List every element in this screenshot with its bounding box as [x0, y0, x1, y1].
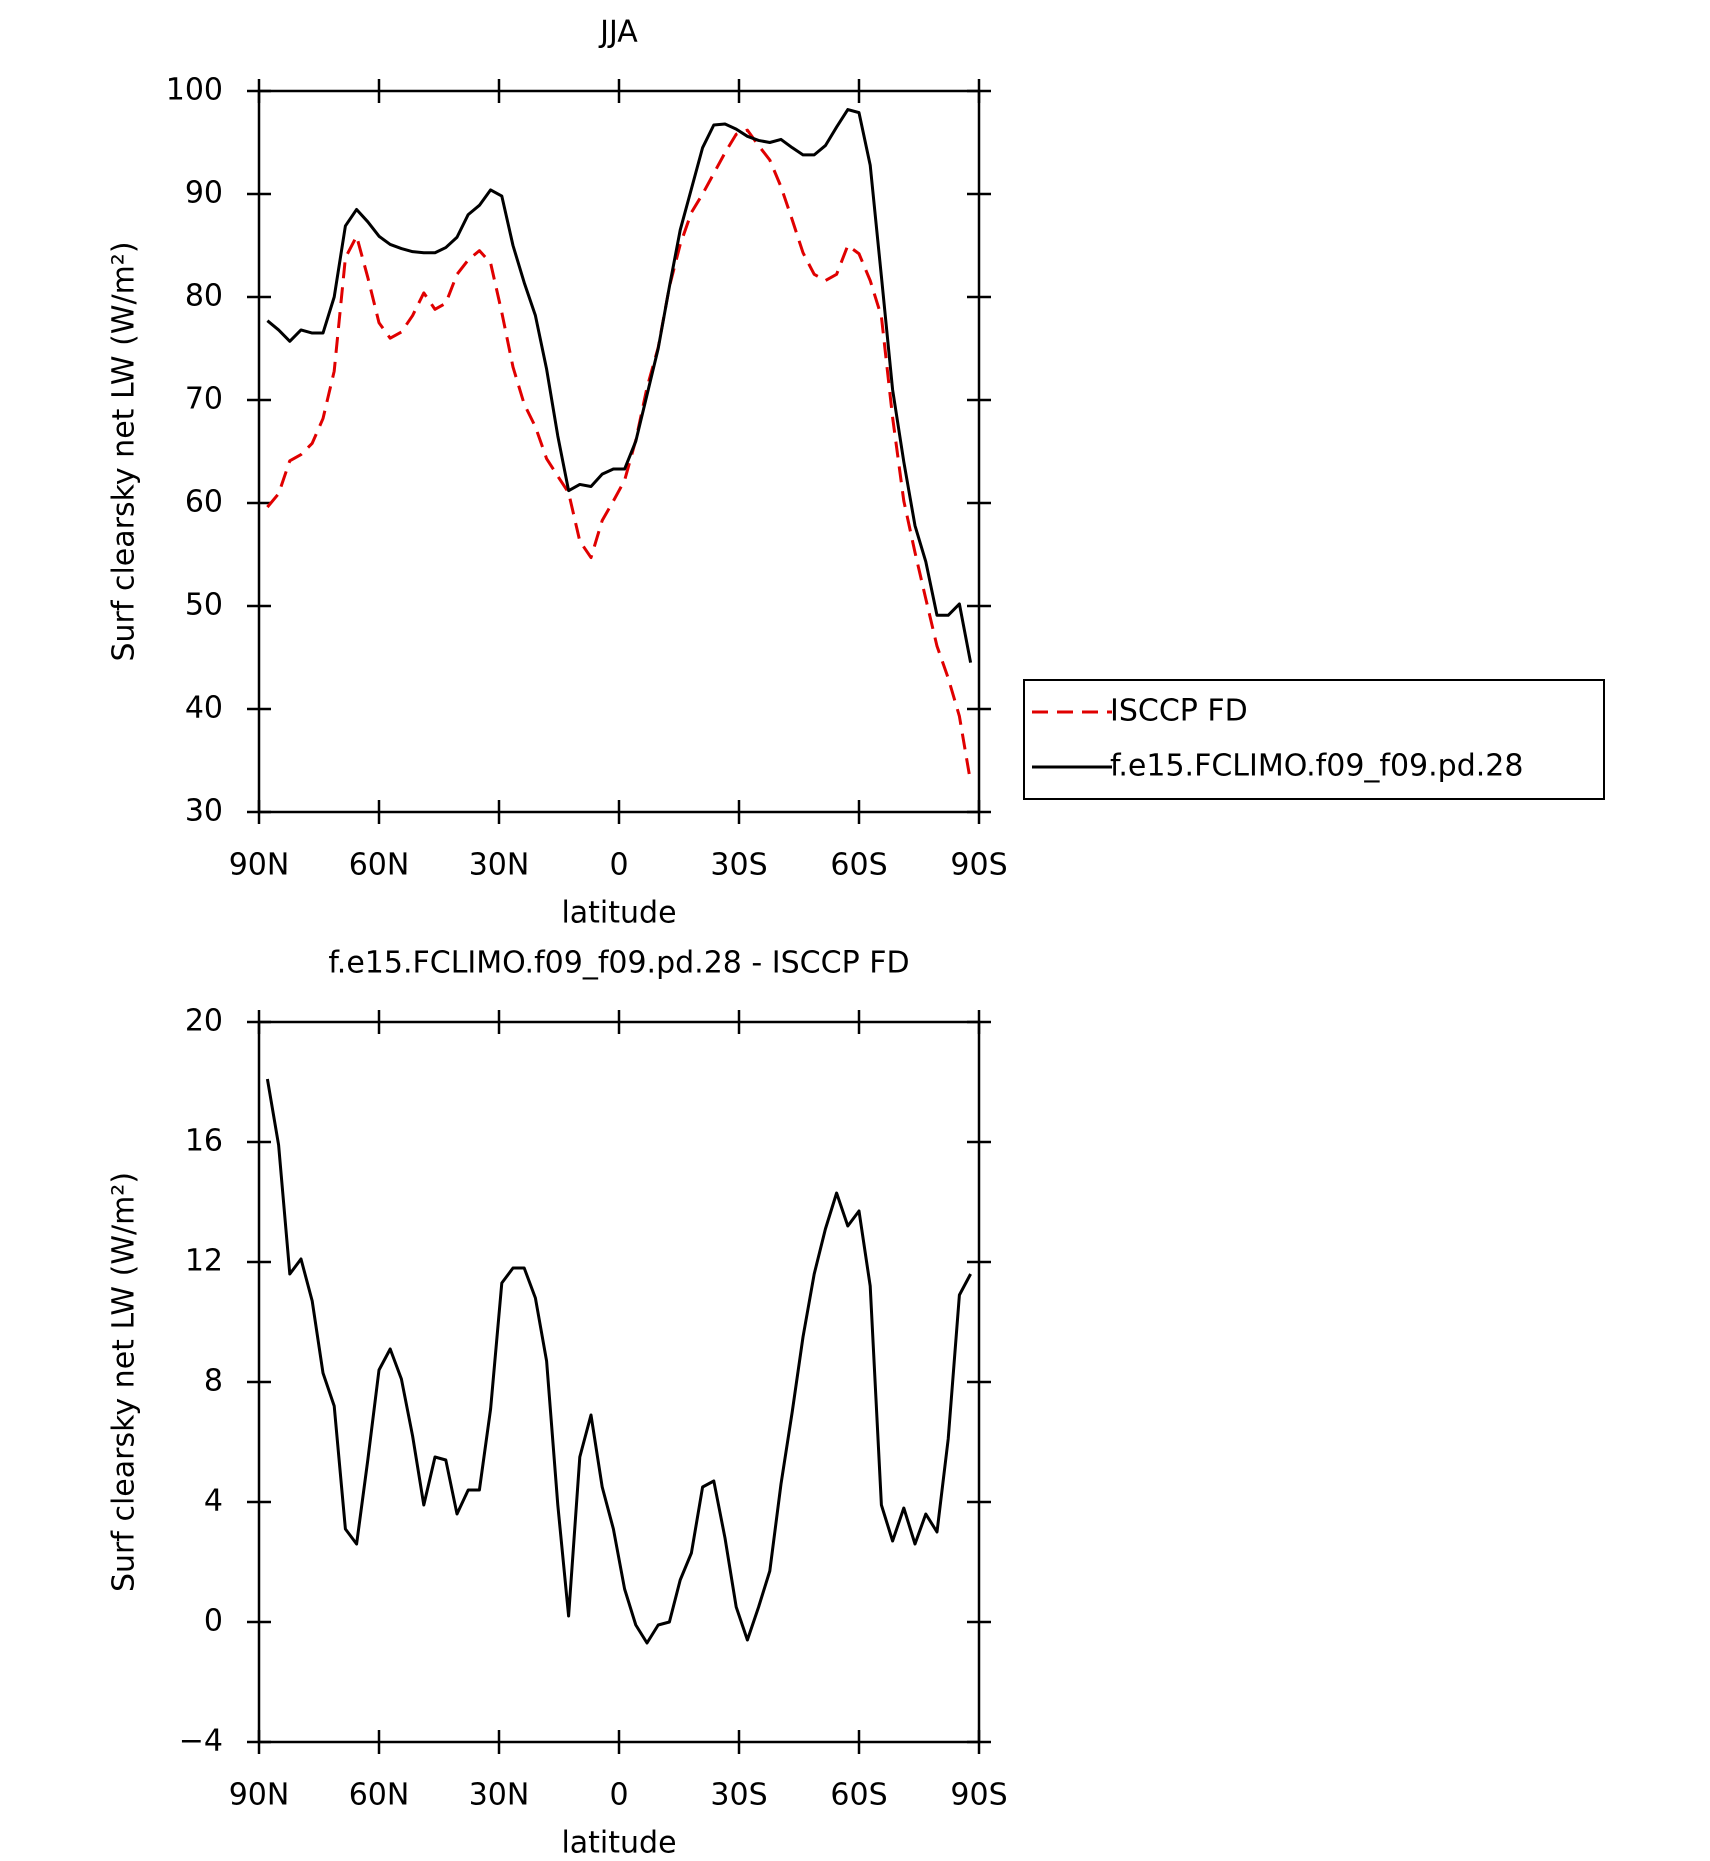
y-tick-label: 60 [185, 485, 223, 520]
x-tick-label: 30S [710, 848, 767, 883]
y-tick-label: 4 [204, 1484, 223, 1519]
x-tick-label: 60N [349, 848, 410, 883]
x-tick-label: 30S [710, 1778, 767, 1813]
data-line [266, 108, 973, 663]
y-tick-label: 20 [185, 1004, 223, 1039]
legend-box [1023, 679, 1605, 800]
x-tick-label: 90N [229, 1778, 290, 1813]
x-tick-label: 90S [950, 848, 1007, 883]
x-tick-label: 60S [830, 1778, 887, 1813]
x-axis-label: latitude [561, 1826, 676, 1861]
x-axis-label: latitude [561, 896, 676, 931]
plot-frame [257, 89, 981, 814]
y-tick-label: 90 [185, 176, 223, 211]
legend-label: ISCCP FD [1110, 694, 1248, 729]
chart-title: JJA [598, 15, 638, 50]
chart-title: f.e15.FCLIMO.f09_f09.pd.28 - ISCCP FD [328, 946, 909, 981]
y-axis-label: Surf clearsky net LW (W/m²) [107, 1172, 142, 1592]
legend-label: f.e15.FCLIMO.f09_f09.pd.28 [1110, 749, 1523, 784]
y-tick-label: 12 [185, 1244, 223, 1279]
y-tick-label: 80 [185, 279, 223, 314]
data-line [265, 1078, 972, 1645]
y-tick-label: 100 [166, 73, 223, 108]
y-tick-label: 30 [185, 794, 223, 829]
x-tick-label: 30N [469, 1778, 530, 1813]
y-tick-label: 40 [185, 691, 223, 726]
y-axis-label: Surf clearsky net LW (W/m²) [107, 241, 142, 661]
x-tick-label: 60N [349, 1778, 410, 1813]
plot-frame [257, 1020, 981, 1744]
y-tick-label: −4 [179, 1724, 223, 1759]
data-line [266, 128, 973, 783]
x-tick-label: 0 [609, 1778, 628, 1813]
y-tick-label: 0 [204, 1604, 223, 1639]
x-tick-label: 0 [609, 848, 628, 883]
x-tick-label: 60S [830, 848, 887, 883]
y-tick-label: 50 [185, 588, 223, 623]
y-tick-label: 16 [185, 1124, 223, 1159]
x-tick-label: 90N [229, 848, 290, 883]
x-tick-label: 30N [469, 848, 530, 883]
y-tick-label: 8 [204, 1364, 223, 1399]
y-tick-label: 70 [185, 382, 223, 417]
x-tick-label: 90S [950, 1778, 1007, 1813]
